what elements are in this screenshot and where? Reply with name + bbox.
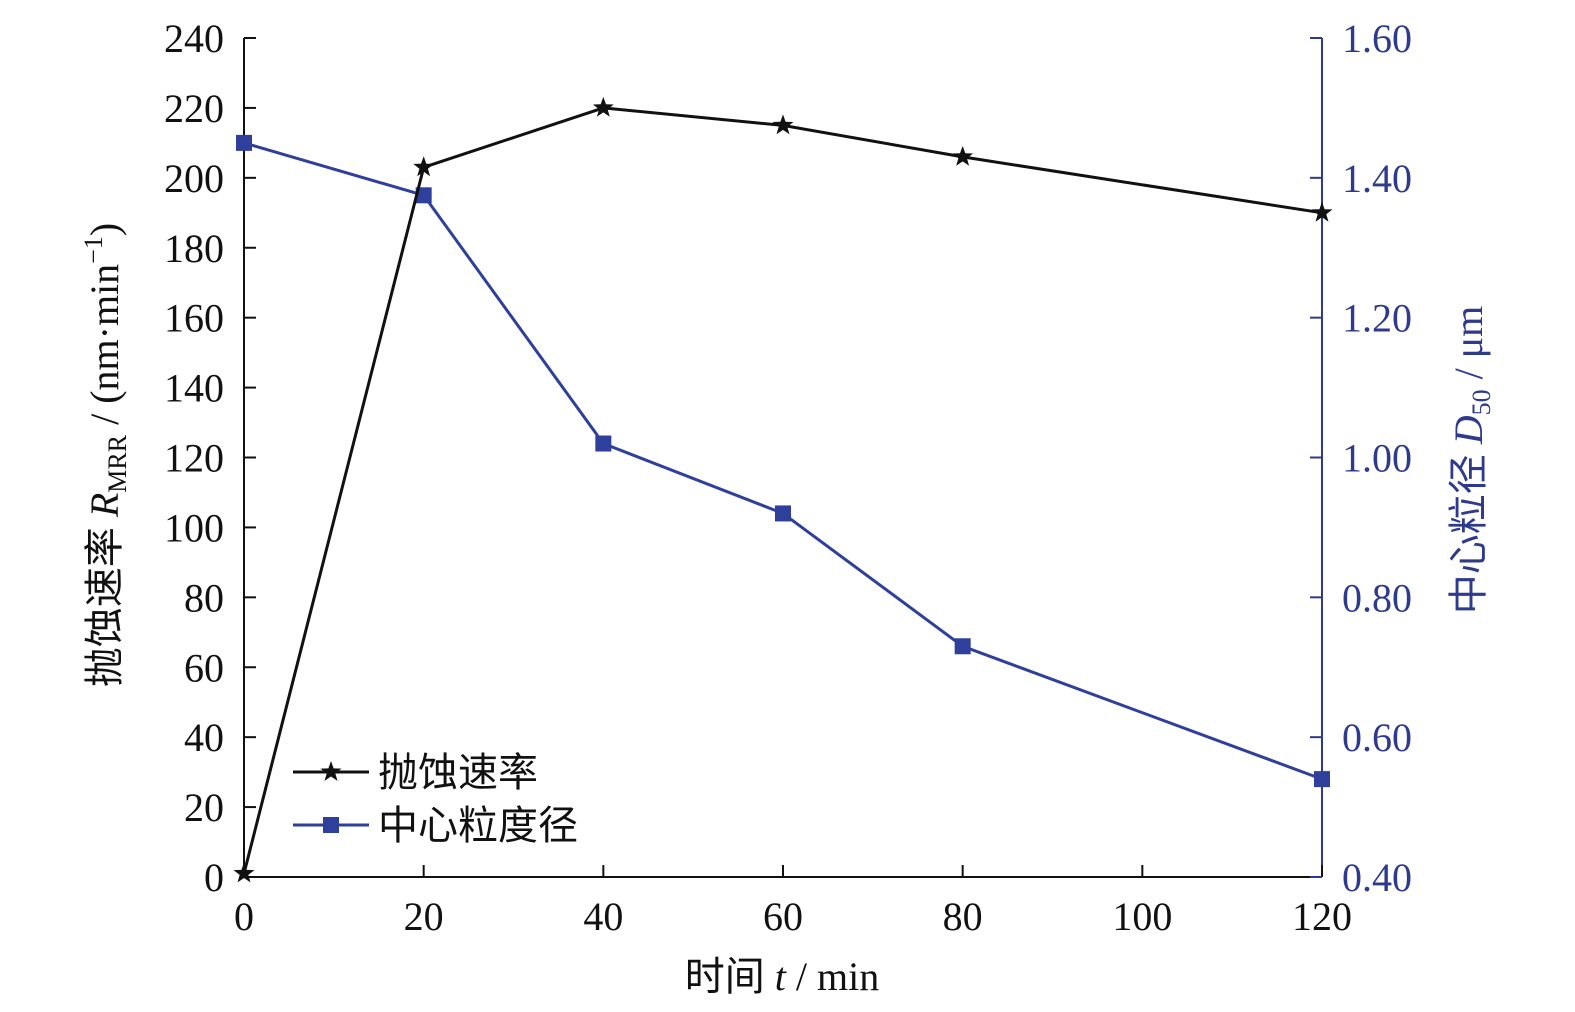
x-tick-label: 0 — [234, 894, 254, 939]
data-point-star — [1311, 201, 1333, 222]
data-point-star — [952, 145, 974, 166]
y-left-tick-label: 40 — [184, 715, 224, 760]
y-right-axis-title: 中心粒径 D50 / μm — [1446, 306, 1496, 615]
y-left-tick-label: 80 — [184, 575, 224, 620]
x-axis-title: 时间 t / min — [685, 954, 879, 999]
y-left-tick-label: 0 — [204, 855, 224, 900]
x-tick-label: 40 — [583, 894, 623, 939]
y-right-tick-label: 0.60 — [1342, 715, 1412, 760]
axes-layer: 0 20 40 60 80 100 120 0 20 40 60 80 100 120 140 160 180 2… — [164, 16, 1412, 939]
data-point-star — [592, 96, 614, 117]
data-point-star — [772, 114, 794, 135]
series-line-star — [242, 106, 1323, 874]
y-right-tick-label: 1.20 — [1342, 296, 1412, 341]
axis-titles: 时间 t / min 抛蚀速率 RMRR / (nm·min−1) 中心粒径 D… — [79, 223, 1496, 999]
legend-label: 中心粒度径 — [378, 803, 578, 848]
data-point-square — [775, 505, 791, 522]
x-tick-label: 120 — [1292, 894, 1352, 939]
series-line-square — [243, 141, 1323, 781]
legend-marker-star — [320, 761, 342, 781]
y-left-tick-label: 200 — [164, 156, 224, 201]
data-point-square — [415, 187, 432, 204]
y-left-axis-title: 抛蚀速率 RMRR / (nm·min−1) — [79, 223, 132, 687]
data-point-square — [1314, 771, 1330, 788]
data-point-star — [233, 862, 255, 883]
data-point-square — [954, 638, 971, 655]
x-tick-label: 60 — [763, 894, 803, 939]
x-tick-label: 100 — [1112, 894, 1172, 939]
y-right-tick-label: 0.40 — [1342, 855, 1412, 900]
y-left-tick-label: 160 — [164, 296, 224, 341]
y-left-tick-label: 20 — [184, 785, 224, 830]
y-right-tick-label: 0.80 — [1342, 575, 1412, 620]
legend-marker-square — [323, 817, 339, 833]
y-right-tick-label: 1.40 — [1342, 156, 1412, 201]
data-point-square — [595, 435, 612, 452]
data-point-square — [236, 134, 252, 151]
series-layer — [233, 96, 1333, 883]
data-point-star — [413, 156, 435, 177]
y-left-tick-label: 180 — [164, 226, 224, 271]
y-right-tick-label: 1.00 — [1342, 436, 1412, 481]
y-left-tick-label: 60 — [184, 645, 224, 690]
y-left-tick-label: 220 — [164, 86, 224, 131]
y-left-tick-label: 100 — [164, 505, 224, 550]
y-left-tick-label: 240 — [164, 16, 224, 61]
y-right-tick-label: 1.60 — [1342, 16, 1412, 61]
y-left-tick-label: 140 — [164, 366, 224, 411]
x-tick-label: 80 — [943, 894, 983, 939]
y-left-tick-label: 120 — [164, 436, 224, 481]
x-tick-label: 20 — [404, 894, 444, 939]
legend-label: 抛蚀速率 — [378, 750, 538, 795]
